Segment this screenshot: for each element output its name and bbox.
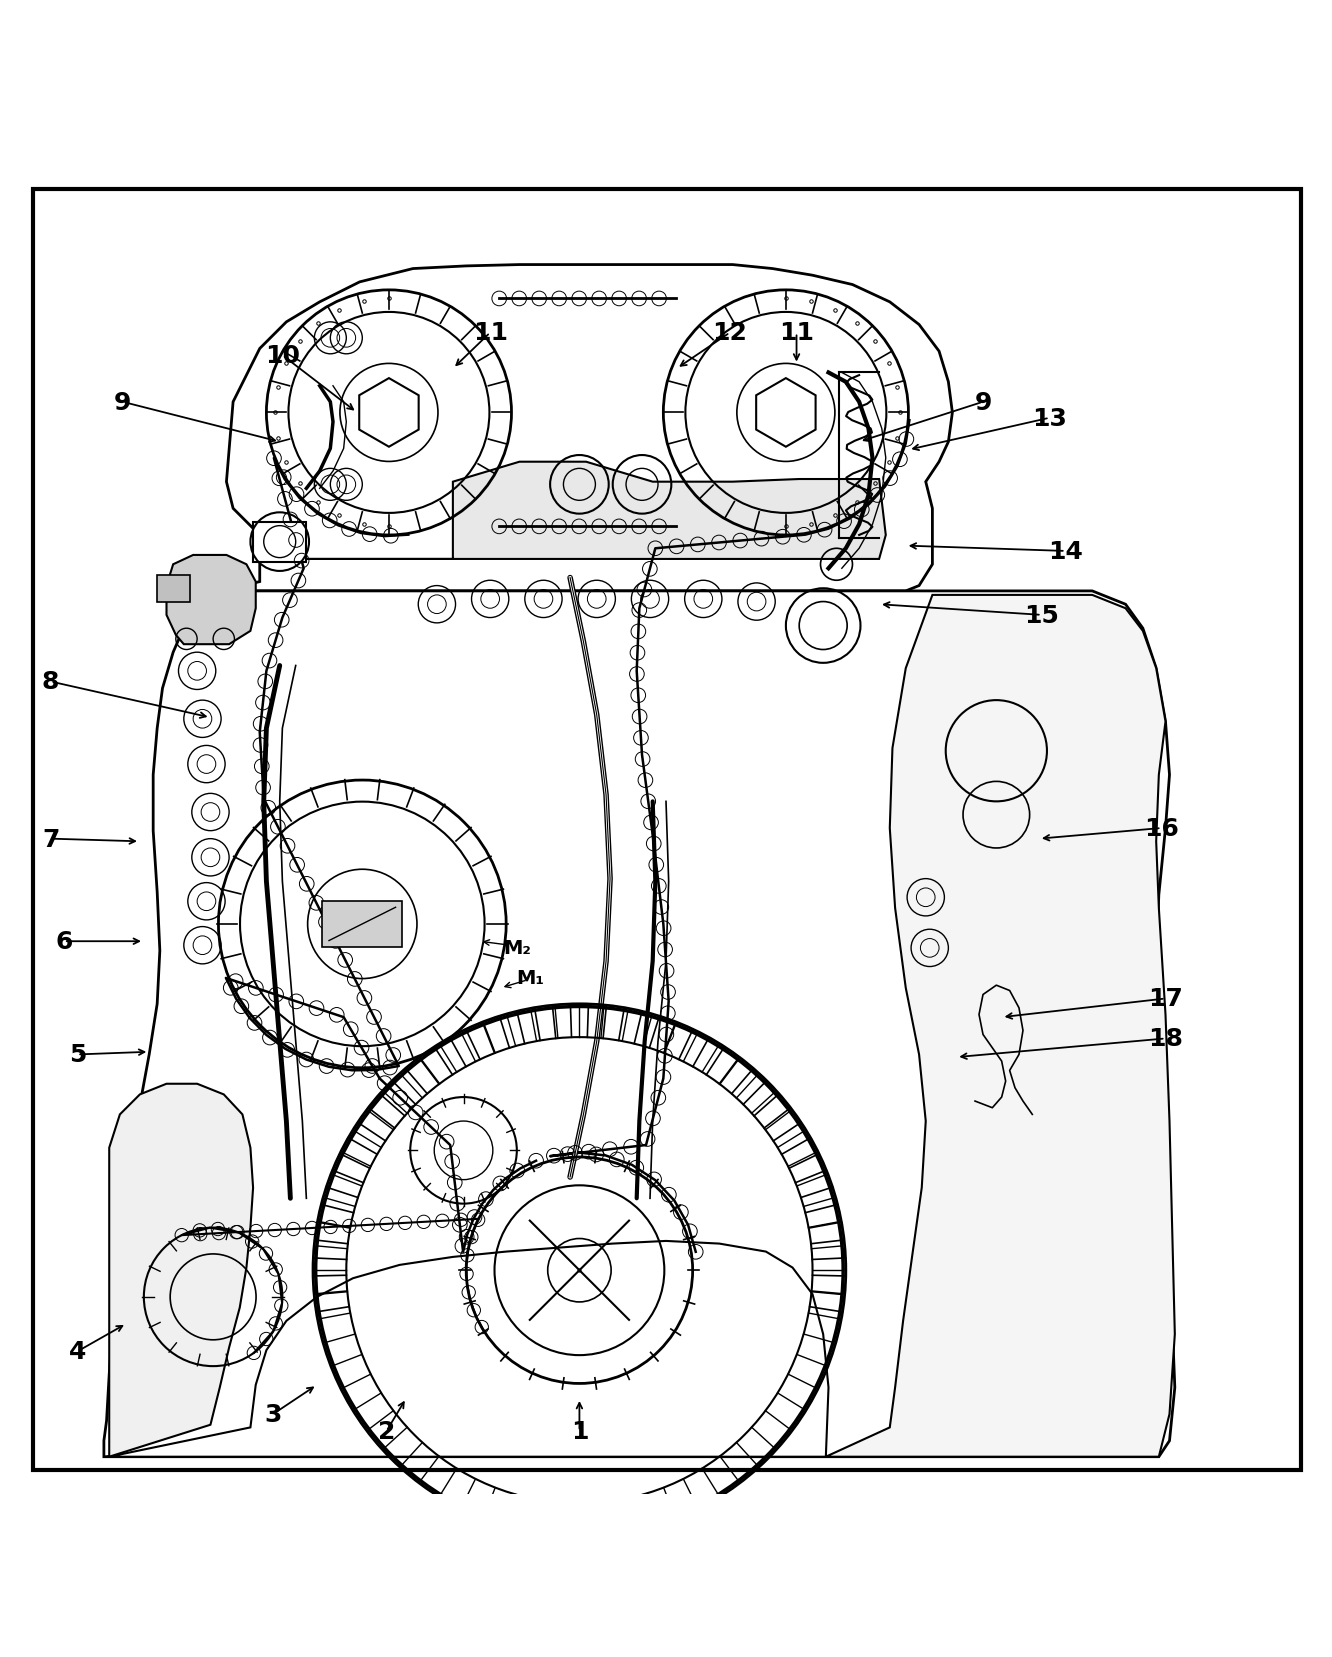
Text: 18: 18 [1148,1027,1183,1051]
Text: 13: 13 [1032,406,1067,431]
FancyBboxPatch shape [253,522,306,562]
Text: M₁: M₁ [515,968,545,988]
Text: 4: 4 [68,1339,87,1364]
Text: 9: 9 [113,391,132,414]
Polygon shape [360,379,418,447]
FancyBboxPatch shape [157,575,190,601]
Text: 12: 12 [713,321,747,345]
Text: 15: 15 [1024,603,1059,628]
Text: 2: 2 [377,1420,396,1443]
Polygon shape [166,555,256,645]
Polygon shape [826,595,1175,1457]
Polygon shape [226,265,952,592]
Text: 9: 9 [974,391,992,414]
Polygon shape [280,462,886,560]
Polygon shape [322,901,402,948]
Polygon shape [109,1084,253,1457]
Text: 3: 3 [264,1402,282,1427]
FancyBboxPatch shape [33,189,1301,1470]
Text: 8: 8 [41,669,60,694]
Text: 7: 7 [41,827,60,852]
Text: M₂: M₂ [503,940,530,958]
Text: 11: 11 [473,321,507,345]
Text: 16: 16 [1144,817,1179,840]
Text: 10: 10 [265,345,300,368]
Text: 11: 11 [779,321,814,345]
Polygon shape [757,379,815,447]
Polygon shape [107,1241,829,1457]
Text: 5: 5 [68,1042,87,1067]
Polygon shape [104,592,1175,1457]
Text: 1: 1 [570,1420,589,1443]
Text: 14: 14 [1048,540,1083,563]
Text: 6: 6 [55,930,73,954]
Text: 17: 17 [1148,988,1183,1011]
